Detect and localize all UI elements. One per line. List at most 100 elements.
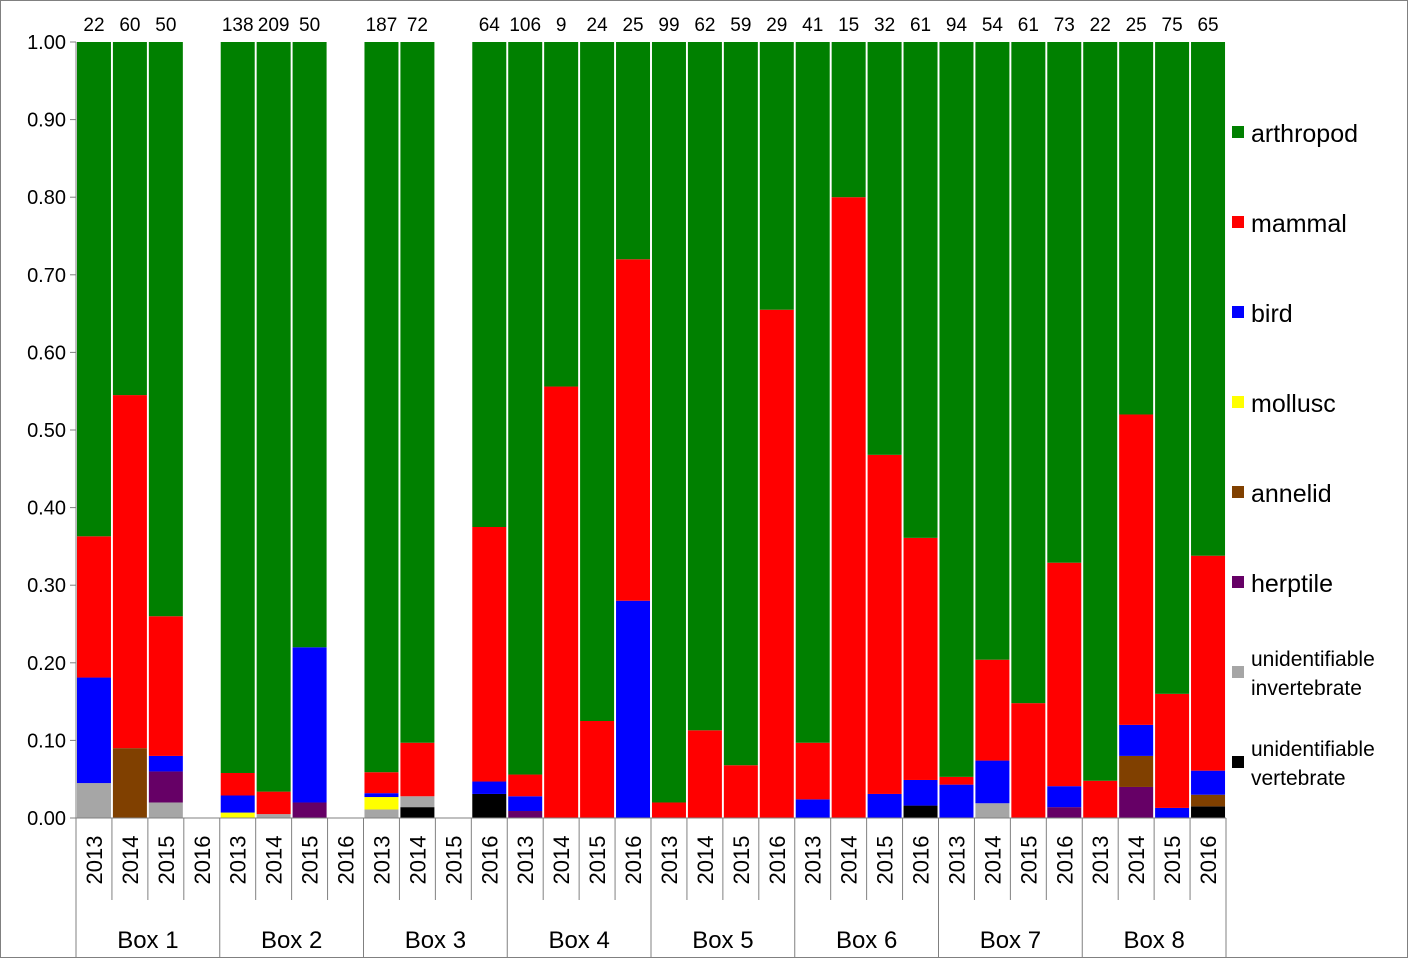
bar-segment-box6-2013-mammal: [795, 742, 830, 800]
bar-segment-box6-2016-mammal: [903, 537, 938, 780]
y-tick-label: 0.60: [27, 342, 66, 364]
x-group-label: Box 7: [980, 927, 1041, 954]
x-tick-label-year: 2013: [369, 836, 394, 885]
y-tick-label: 0.90: [27, 110, 66, 132]
bar-segment-box3-2014-arthropod: [400, 42, 435, 743]
legend-label: bird: [1251, 300, 1293, 328]
bar-segment-box8-2016-bird: [1191, 770, 1226, 795]
sample-size-label: 99: [658, 15, 679, 36]
legend-swatch-unidentifiable-invertebrate: [1232, 666, 1244, 678]
bar-segment-box7-2015-arthropod: [1011, 42, 1046, 704]
x-tick-label-year: 2015: [1160, 836, 1185, 885]
y-tick-label: 0.80: [27, 187, 66, 209]
bar-segment-box6-2013-arthropod: [795, 42, 830, 743]
bar-segment-box8-2016-mammal: [1191, 555, 1226, 771]
legend-label: unidentifiable: [1251, 648, 1375, 671]
bar-segment-box2-2013-arthropod: [220, 42, 255, 773]
x-tick-label-year: 2015: [729, 836, 754, 885]
x-tick-label-year: 2015: [585, 836, 610, 885]
x-group-label: Box 6: [836, 927, 897, 954]
sample-size-label: 187: [366, 15, 398, 36]
bar-segment-box7-2014-bird: [975, 760, 1010, 804]
bar-segment-box5-2013-arthropod: [651, 42, 686, 803]
bar-segment-box4-2014-mammal: [544, 386, 579, 818]
bar-segment-box5-2016-mammal: [759, 309, 794, 818]
sample-size-label: 94: [946, 15, 968, 36]
bar-segment-box1-2013-bird: [76, 677, 111, 784]
x-tick-label-year: 2014: [980, 836, 1005, 885]
bar-segment-box5-2014-mammal: [687, 730, 722, 818]
x-tick-label-year: 2015: [441, 836, 466, 885]
legend-label: annelid: [1251, 480, 1332, 508]
x-group-label: Box 5: [692, 927, 753, 954]
x-tick-label-year: 2013: [944, 836, 969, 885]
x-tick-label-year: 2016: [1052, 836, 1077, 885]
x-tick-label-year: 2015: [873, 836, 898, 885]
bar-segment-box7-2016-mammal: [1047, 562, 1082, 787]
bar-segment-box1-2013-unidentifiable-invertebrate: [76, 783, 111, 818]
bar-segment-box3-2016-bird: [472, 781, 507, 794]
bar-segment-box2-2013-bird: [220, 795, 255, 813]
bar-segment-box5-2013-mammal: [651, 802, 686, 818]
sample-size-label: 15: [838, 15, 859, 36]
bar-segment-box3-2013-unidentifiable-invertebrate: [364, 809, 399, 818]
legend-label: mollusc: [1251, 390, 1336, 418]
legend-label: unidentifiable: [1251, 738, 1375, 761]
sample-size-label: 29: [766, 15, 787, 36]
x-tick-label-year: 2013: [226, 836, 251, 885]
bar-segment-box6-2015-bird: [867, 793, 902, 818]
x-tick-label-year: 2013: [801, 836, 826, 885]
sample-size-label: 32: [874, 15, 895, 36]
sample-size-label: 41: [802, 15, 823, 36]
bar-segment-box6-2016-unidentifiable-vertebrate: [903, 805, 938, 818]
bar-segment-box2-2014-unidentifiable-invertebrate: [256, 814, 291, 818]
sample-size-label: 209: [258, 15, 290, 36]
x-tick-label-year: 2013: [1088, 836, 1113, 885]
x-tick-label-year: 2016: [909, 836, 934, 885]
legend-swatch-bird: [1232, 306, 1244, 318]
sample-size-label: 24: [587, 15, 609, 36]
bar-segment-box8-2014-annelid: [1119, 755, 1154, 787]
legend-swatch-mollusc: [1232, 396, 1244, 408]
y-tick-label: 0.00: [27, 808, 66, 830]
legend-swatch-unidentifiable-vertebrate: [1232, 756, 1244, 768]
bar-segment-box7-2016-herptile: [1047, 807, 1082, 818]
bar-segment-box4-2016-mammal: [616, 259, 651, 601]
y-tick-label: 1.00: [27, 32, 66, 54]
x-tick-label-year: 2015: [154, 836, 179, 885]
sample-size-label: 60: [119, 15, 140, 36]
bar-segment-box3-2016-unidentifiable-vertebrate: [472, 793, 507, 818]
y-tick-label: 0.40: [27, 498, 66, 520]
sample-size-label: 9: [556, 15, 567, 36]
bar-segment-box1-2014-arthropod: [112, 42, 147, 396]
bar-segment-box4-2013-herptile: [508, 811, 543, 818]
x-tick-label-year: 2014: [693, 836, 718, 885]
y-tick-label: 0.20: [27, 653, 66, 675]
sample-size-label: 62: [694, 15, 715, 36]
legend-label-continued: invertebrate: [1251, 677, 1362, 700]
bar-segment-box1-2013-arthropod: [76, 42, 111, 537]
y-tick-label: 0.30: [27, 575, 66, 597]
bar-segment-box2-2014-mammal: [256, 791, 291, 815]
bar-segment-box3-2013-mollusc: [364, 797, 399, 810]
x-tick-label-year: 2015: [298, 836, 323, 885]
bar-segment-box6-2016-arthropod: [903, 42, 938, 538]
x-group-label: Box 3: [405, 927, 466, 954]
sample-size-label: 25: [622, 15, 643, 36]
bar-segment-box1-2015-bird: [148, 755, 183, 772]
x-tick-label-year: 2015: [1016, 836, 1041, 885]
bar-segment-box5-2015-arthropod: [723, 42, 758, 766]
bar-segment-box7-2014-arthropod: [975, 42, 1010, 660]
legend-swatch-arthropod: [1232, 126, 1244, 138]
bar-segment-box2-2013-mammal: [220, 772, 255, 796]
bar-segment-box8-2016-unidentifiable-vertebrate: [1191, 806, 1226, 818]
bar-segment-box8-2015-arthropod: [1155, 42, 1190, 694]
bar-segment-box8-2014-arthropod: [1119, 42, 1154, 415]
sample-size-label: 22: [1090, 15, 1111, 36]
bar-segment-box2-2013-mollusc: [220, 812, 255, 818]
sample-size-label: 50: [299, 15, 320, 36]
bar-segment-box5-2015-mammal: [723, 765, 758, 818]
x-group-label: Box 2: [261, 927, 322, 954]
bar-segment-box8-2016-annelid: [1191, 794, 1226, 807]
